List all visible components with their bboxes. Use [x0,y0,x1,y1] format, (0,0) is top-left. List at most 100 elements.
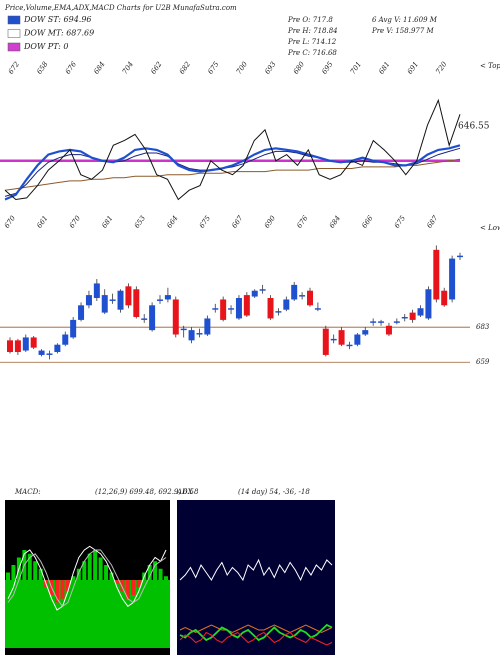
candle-body [54,344,61,353]
candle-body [93,283,100,299]
adx-line [179,558,333,582]
candle-body [362,330,369,335]
candle-body [14,340,21,353]
candle-body [133,289,140,317]
candle-body [172,299,179,335]
adx-params: (14 day) 54, -36, -18 [238,488,310,496]
candle-body [251,290,258,297]
candle-body [157,299,163,301]
price-line [4,144,461,201]
candle-body [449,258,456,300]
histogram-bar [71,576,76,580]
candle-body [330,338,337,341]
histogram-bar [104,565,109,580]
candle-body [291,284,298,300]
candle-body [259,289,266,291]
candle-body [243,295,250,316]
candle-body [283,299,290,310]
histogram-bar [76,568,81,580]
adx-panel [177,500,335,655]
histogram-bar [114,580,119,584]
legend-label: DOW ST: 694.96 [23,15,92,24]
y-tick-label: 683 [476,323,490,331]
candle-body [393,321,400,323]
macd-params: (12,26,9) 699.48, 692.9, 6.58 [95,488,199,496]
histogram-bar [153,561,158,580]
candle-body [125,286,132,306]
price-line [4,98,461,201]
page-title: Price,Volume,EMA,ADX,MACD Charts for U2B… [4,4,237,12]
histogram-bar [158,568,163,580]
candle-body [85,295,92,306]
candle-body [220,299,227,320]
info-text: 6 Avg V: 11.609 M [372,16,438,24]
candle-body [409,312,416,320]
histogram-bar [120,580,125,592]
candle-body [346,344,353,347]
macd-line [7,549,167,607]
macd-line [7,545,167,611]
histogram-bar [98,557,103,580]
candle-body [378,321,385,323]
candle-body [401,316,408,319]
candle-body [228,308,235,310]
adx-line [179,631,333,646]
candle-body [307,290,313,306]
candle-body [322,328,329,355]
candle-body [101,295,108,313]
candle-body [78,305,85,320]
candle-body [180,328,187,331]
candle-body [62,334,69,345]
candle-body [46,353,53,355]
candle-body [149,305,156,331]
candle-body [314,308,321,310]
histogram-bar [65,580,70,592]
price-line [4,158,461,191]
histogram-bar [55,580,60,603]
candle-body [457,255,463,258]
candle-body [299,295,306,297]
histogram-bar [33,561,38,580]
candle-body [417,308,424,316]
histogram-bar [125,580,130,599]
candle-body [22,337,29,351]
candle-body [164,295,171,300]
info-text: Pre H: 718.84 [287,27,338,35]
candle-body [38,350,45,355]
candle-body [385,325,392,335]
histogram-bar [147,565,152,580]
legend-label: DOW PT: 0 [23,42,69,51]
histogram-bar [11,565,16,580]
candle-body [204,318,211,335]
y-tick-label: 659 [476,358,490,366]
adx-title: ADX [176,488,194,496]
legend-label: DOW MT: 687.69 [23,29,94,38]
legend-swatch [7,29,21,38]
adx-line [179,624,333,634]
lows-label: < Lows [480,224,500,232]
candle-body [196,333,203,335]
histogram-bar [109,572,114,580]
candle-body [441,290,448,306]
candle-body [370,321,377,323]
histogram-bar [82,561,87,580]
candle-body [267,298,274,319]
legend-swatch [7,15,21,25]
candle-body [338,330,345,345]
candle-body [425,289,432,319]
candle-body [433,249,440,300]
candle-body [212,308,219,310]
candle-body [70,319,77,338]
candle-body [275,311,282,313]
histogram-bar [60,580,65,599]
info-text: Pre L: 714.12 [287,38,337,46]
histogram-bar [6,572,10,580]
annotation: 646.55 [458,122,490,132]
info-text: Pre V: 158.977 M [371,27,435,35]
candle-body [141,318,148,320]
histogram-bar [87,553,92,580]
histogram-bar [136,580,141,588]
candle-body [7,340,13,353]
histogram-bar [27,553,32,580]
